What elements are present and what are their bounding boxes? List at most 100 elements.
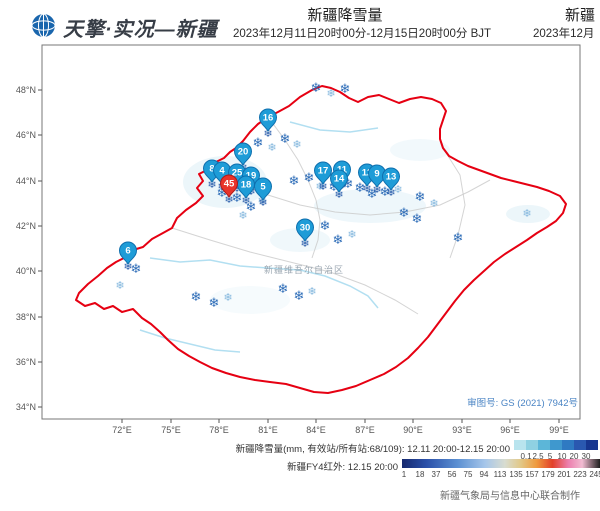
snow-colorbar-tick-label: 0.1 [520,452,532,461]
station-value: 17 [318,166,329,177]
y-axis-label: 36°N [15,357,36,367]
x-axis-label: 93°E [452,425,472,435]
prefecture-boundary [206,169,491,216]
station-snowflake-icon: ❄ [263,128,272,140]
map-frame [41,44,581,420]
ir-colorbar-tick-label: 18 [415,470,425,479]
y-axis-label: 44°N [15,176,36,186]
station-value: 6 [125,246,130,257]
cloud-shade [210,286,290,314]
station-marker [381,167,401,191]
snow-colorbar-segment [514,440,526,450]
station-value: 20 [238,147,249,158]
station-value: 13 [386,172,397,183]
snow-colorbar-tick-label: 2.5 [532,452,544,461]
station-snowflake-icon: ❄ [318,181,327,193]
globe-logo-icon [31,13,56,38]
ir-colorbar-tick-label: 135 [509,470,523,479]
snow-colorbar-ticks: 0.1 2.5 5 10 20 30 [514,452,598,462]
snowflake-icon: ❄ [280,131,291,146]
station-marker [295,218,315,242]
x-axis-label: 99°E [549,425,569,435]
station-value: 11 [337,165,348,176]
station-value: 19 [246,171,257,182]
snowflake-icon: ❄ [320,218,331,233]
station-value: 14 [334,174,345,185]
snowflake-icon: ❄ [191,289,202,304]
station-value: 18 [241,180,252,191]
snow-colorbar-tick-label: 10 [557,452,567,461]
station-snowflake-icon: ❄ [207,179,216,191]
province-outline [75,85,567,394]
station-snowflake-icon: ❄ [386,187,395,199]
snow-colorbar-segment [538,440,550,450]
region-label: 新疆维吾尔自治区 [264,265,345,275]
snowflake-icon: ❄ [209,295,220,310]
snow-colorbar-segment [550,440,562,450]
station-marker [233,142,253,166]
snowflake-icon: ❄ [333,232,344,247]
snowflake-icon: ❄ [355,180,366,195]
x-axis-label: 90°E [403,425,423,435]
snowflake-icon: ❄ [340,81,351,96]
ir-colorbar-tick-label: 201 [557,470,571,479]
snowflake-icon: ❄ [294,288,305,303]
snowflake-icon: ❄ [217,185,228,200]
station-snowflake-icon: ❄ [224,194,233,206]
ir-colorbar-tick-label: 37 [431,470,441,479]
station-snowflake-icon: ❄ [123,261,132,273]
snowflake-icon: ❄ [393,184,402,196]
ir-colorbar-tick-label: 157 [525,470,539,479]
ir-colorbar-tick-label: 245 [589,470,600,479]
snowflake-icon: ❄ [343,176,354,191]
snowflake-icon: ❄ [278,281,289,296]
x-axis-label: 78°E [209,425,229,435]
cloud-shade [390,139,450,161]
river-line [149,257,379,309]
snowflake-icon: ❄ [412,211,423,226]
station-marker [313,161,333,185]
snowflake-icon: ❄ [246,199,257,214]
station-value: 9 [374,169,379,180]
snowflake-icon: ❄ [257,195,266,207]
ir-colorbar-tick-label: 113 [493,470,507,479]
station-marker [118,241,138,265]
snow-colorbar-tick-label: 30 [581,452,591,461]
y-axis-label: 42°N [15,221,36,231]
station-snowflake-icon: ❄ [362,183,371,195]
snowflake-icon: ❄ [131,261,142,276]
station-snowflake-icon: ❄ [241,195,250,207]
snowflake-icon: ❄ [238,210,247,222]
y-axis-label: 40°N [15,266,36,276]
snowflake-icon: ❄ [304,170,315,185]
cloud-shade [270,228,330,252]
app-logo-text: 天擎·实况—新疆 [63,19,218,41]
cloud-shade [506,205,550,223]
snowflake-icon: ❄ [232,190,243,205]
river-line [289,121,379,133]
snowflake-icon: ❄ [367,186,378,201]
station-value: 5 [260,182,266,193]
map-approval-number: 审图号: GS (2021) 7942号 [467,398,578,409]
credit-text: 新疆气象局与信息中心联合制作 [440,491,580,502]
station-marker-max [219,174,239,198]
station-marker [258,108,278,132]
snow-colorbar-segment [526,440,538,450]
snow-colorbar-segment [562,440,574,450]
river-line [139,329,241,353]
station-snowflake-icon: ❄ [372,184,381,196]
snowflake-icon: ❄ [453,230,464,245]
x-axis-label: 96°E [500,425,520,435]
ir-colorbar [402,459,600,468]
y-axis-label: 46°N [15,130,36,140]
snowflake-icon: ❄ [399,205,410,220]
second-panel-title: 新疆 [565,7,596,24]
snowflake-icon: ❄ [315,181,324,193]
station-snowflake-icon: ❄ [258,197,267,209]
second-panel-subtitle: 2023年12月 [533,28,595,40]
snowflake-icon: ❄ [347,229,356,241]
ir-legend-label: 新疆FY4红外: 12.15 20:00 [287,462,398,473]
snowflake-icon: ❄ [415,189,426,204]
